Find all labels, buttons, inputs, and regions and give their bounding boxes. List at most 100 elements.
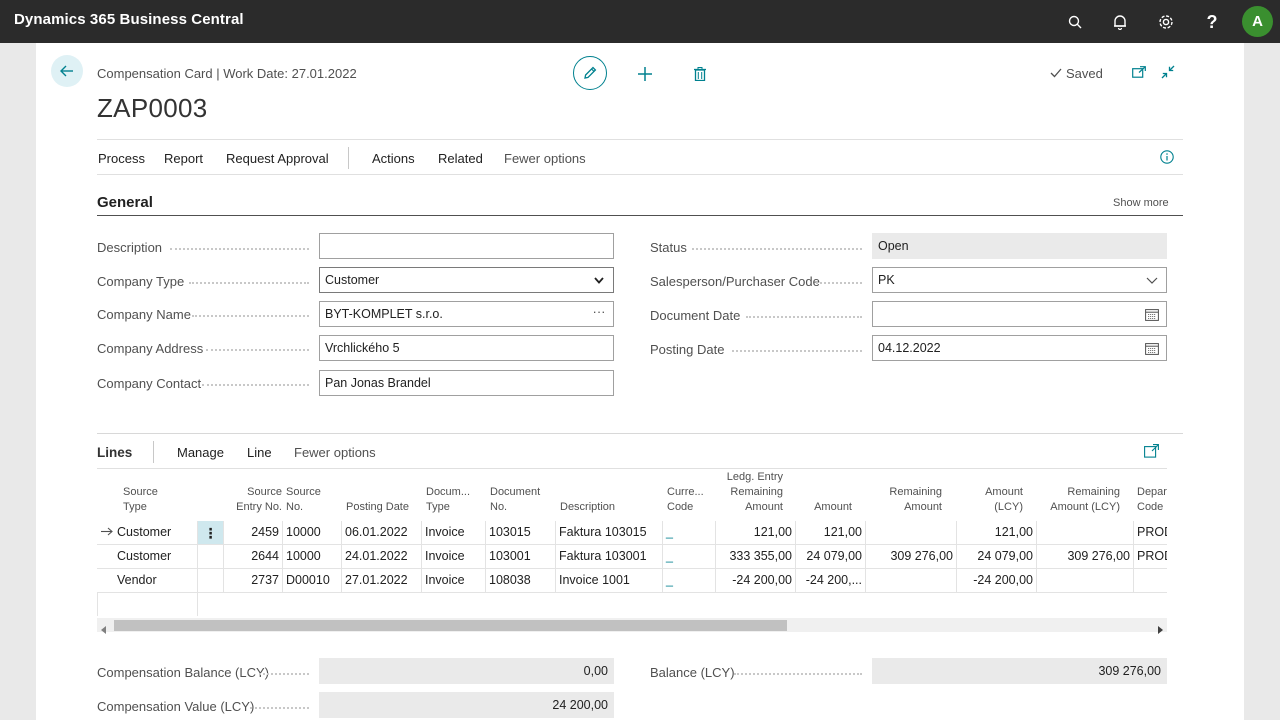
row-posting-date[interactable]: 24.01.2022 [341, 545, 421, 568]
lines-action-line[interactable]: Line [247, 445, 272, 460]
row-amount-lcy[interactable]: 121,00 [956, 521, 1036, 544]
row-currency-code[interactable]: _ [662, 545, 715, 568]
action-process[interactable]: Process [98, 151, 145, 166]
table-row[interactable]: Customer ⋮ 2459 10000 06.01.2022 Invoice… [97, 521, 1167, 545]
row-document-type[interactable]: Invoice [421, 521, 485, 544]
table-row[interactable]: Customer 2644 10000 24.01.2022 Invoice 1… [97, 545, 1167, 569]
row-source-entry-no[interactable]: 2737 [223, 569, 282, 592]
row-menu-cell[interactable] [197, 569, 223, 592]
col-header-department-code[interactable]: Depar Code [1137, 486, 1167, 513]
row-source-type[interactable]: Customer [97, 521, 197, 544]
col-header-ledg-remaining[interactable]: Ledg. Entry Remaining Amount [726, 471, 783, 513]
row-amount[interactable]: -24 200,... [795, 569, 865, 592]
row-department-code[interactable]: PROD [1133, 521, 1167, 544]
row-remaining-amount[interactable]: 309 276,00 [865, 545, 956, 568]
row-currency-code[interactable]: _ [662, 569, 715, 592]
back-button[interactable] [51, 55, 83, 87]
new-button[interactable] [634, 63, 656, 85]
lines-action-manage[interactable]: Manage [177, 445, 224, 460]
expand-lines-icon[interactable] [1144, 444, 1159, 458]
row-remaining-amount-lcy[interactable] [1036, 521, 1133, 544]
row-department-code[interactable] [1133, 569, 1167, 592]
bell-icon[interactable] [1109, 11, 1131, 33]
row-document-no[interactable]: 103015 [485, 521, 555, 544]
row-document-type[interactable]: Invoice [421, 545, 485, 568]
info-icon[interactable] [1160, 150, 1174, 164]
row-source-type[interactable]: Customer [117, 549, 172, 563]
row-amount[interactable]: 121,00 [795, 521, 865, 544]
col-header-posting-date[interactable]: Posting Date [346, 501, 409, 513]
row-source-type[interactable]: Vendor [117, 573, 157, 587]
document-date-field[interactable] [872, 301, 1167, 327]
row-remaining-amount-lcy[interactable] [1036, 569, 1133, 592]
col-header-remaining-amount[interactable]: Remaining Amount [889, 486, 942, 513]
col-header-source-no[interactable]: Source No. [286, 486, 321, 513]
lines-title[interactable]: Lines [97, 445, 133, 460]
delete-button[interactable] [689, 63, 711, 85]
table-row[interactable]: Vendor 2737 D00010 27.01.2022 Invoice 10… [97, 569, 1167, 593]
row-menu-button[interactable]: ⋮ [197, 521, 223, 544]
posting-date-field[interactable]: 04.12.2022 [872, 335, 1167, 361]
row-posting-date[interactable]: 06.01.2022 [341, 521, 421, 544]
app-title[interactable]: Dynamics 365 Business Central [14, 11, 244, 28]
row-document-no[interactable]: 108038 [485, 569, 555, 592]
row-document-no[interactable]: 103001 [485, 545, 555, 568]
scrollbar-thumb[interactable] [114, 620, 787, 631]
open-new-window-icon[interactable] [1128, 61, 1150, 83]
action-related[interactable]: Related [438, 151, 483, 166]
salesperson-field[interactable]: PK [872, 267, 1167, 293]
col-header-amount[interactable]: Amount [814, 501, 852, 513]
help-icon[interactable]: ? [1206, 11, 1218, 32]
row-amount-lcy[interactable]: -24 200,00 [956, 569, 1036, 592]
row-menu-cell[interactable] [197, 593, 223, 616]
row-description[interactable]: Invoice 1001 [555, 569, 662, 592]
company-type-select[interactable]: Customer [319, 267, 614, 293]
row-description[interactable]: Faktura 103015 [555, 521, 662, 544]
col-header-remaining-amount-lcy[interactable]: Remaining Amount (LCY) [1050, 486, 1120, 513]
action-report[interactable]: Report [164, 151, 204, 166]
show-more-link[interactable]: Show more [1113, 197, 1169, 209]
row-department-code[interactable]: PROD [1133, 545, 1167, 568]
col-header-amount-lcy[interactable]: Amount (LCY) [985, 486, 1023, 513]
company-address-field[interactable]: Vrchlického 5 [319, 335, 614, 361]
general-section-title[interactable]: General [97, 194, 153, 211]
company-name-field[interactable]: BYT-KOMPLET s.r.o. ··· [319, 301, 614, 327]
action-fewer-options[interactable]: Fewer options [504, 151, 586, 166]
scroll-left-icon[interactable] [101, 621, 107, 639]
col-header-document-no[interactable]: Document No. [490, 486, 541, 513]
description-field[interactable] [319, 233, 614, 259]
col-header-document-type[interactable]: Docum... Type [426, 486, 471, 513]
col-header-source-entry-no[interactable]: Source Entry No. [236, 486, 282, 513]
table-row-empty[interactable] [97, 593, 1167, 616]
avatar[interactable]: A [1242, 6, 1273, 37]
col-header-currency-code[interactable]: Curre... Code [667, 486, 704, 513]
action-actions[interactable]: Actions [372, 151, 415, 166]
calendar-icon[interactable] [1144, 340, 1160, 356]
row-ledg-remaining[interactable]: -24 200,00 [715, 569, 795, 592]
row-description[interactable]: Faktura 103001 [555, 545, 662, 568]
col-header-source-type[interactable]: Source Type [123, 486, 158, 513]
row-source-no[interactable]: D00010 [282, 569, 341, 592]
row-posting-date[interactable]: 27.01.2022 [341, 569, 421, 592]
row-source-entry-no[interactable]: 2459 [223, 521, 282, 544]
more-icon[interactable]: ··· [592, 303, 606, 319]
row-source-entry-no[interactable]: 2644 [223, 545, 282, 568]
collapse-icon[interactable] [1157, 61, 1179, 83]
row-document-type[interactable]: Invoice [421, 569, 485, 592]
action-request-approval[interactable]: Request Approval [226, 151, 329, 166]
scroll-right-icon[interactable] [1157, 621, 1163, 639]
row-ledg-remaining[interactable]: 333 355,00 [715, 545, 795, 568]
row-source-no[interactable]: 10000 [282, 521, 341, 544]
row-amount[interactable]: 24 079,00 [795, 545, 865, 568]
row-ledg-remaining[interactable]: 121,00 [715, 521, 795, 544]
row-source-no[interactable]: 10000 [282, 545, 341, 568]
horizontal-scrollbar[interactable] [97, 618, 1167, 634]
row-remaining-amount[interactable] [865, 521, 956, 544]
row-source-type[interactable] [97, 593, 197, 616]
edit-button[interactable] [573, 56, 607, 90]
lines-action-fewer-options[interactable]: Fewer options [294, 445, 376, 460]
row-amount-lcy[interactable]: 24 079,00 [956, 545, 1036, 568]
row-currency-code[interactable]: _ [662, 521, 715, 544]
row-remaining-amount[interactable] [865, 569, 956, 592]
chevron-down-icon[interactable] [1144, 272, 1160, 288]
